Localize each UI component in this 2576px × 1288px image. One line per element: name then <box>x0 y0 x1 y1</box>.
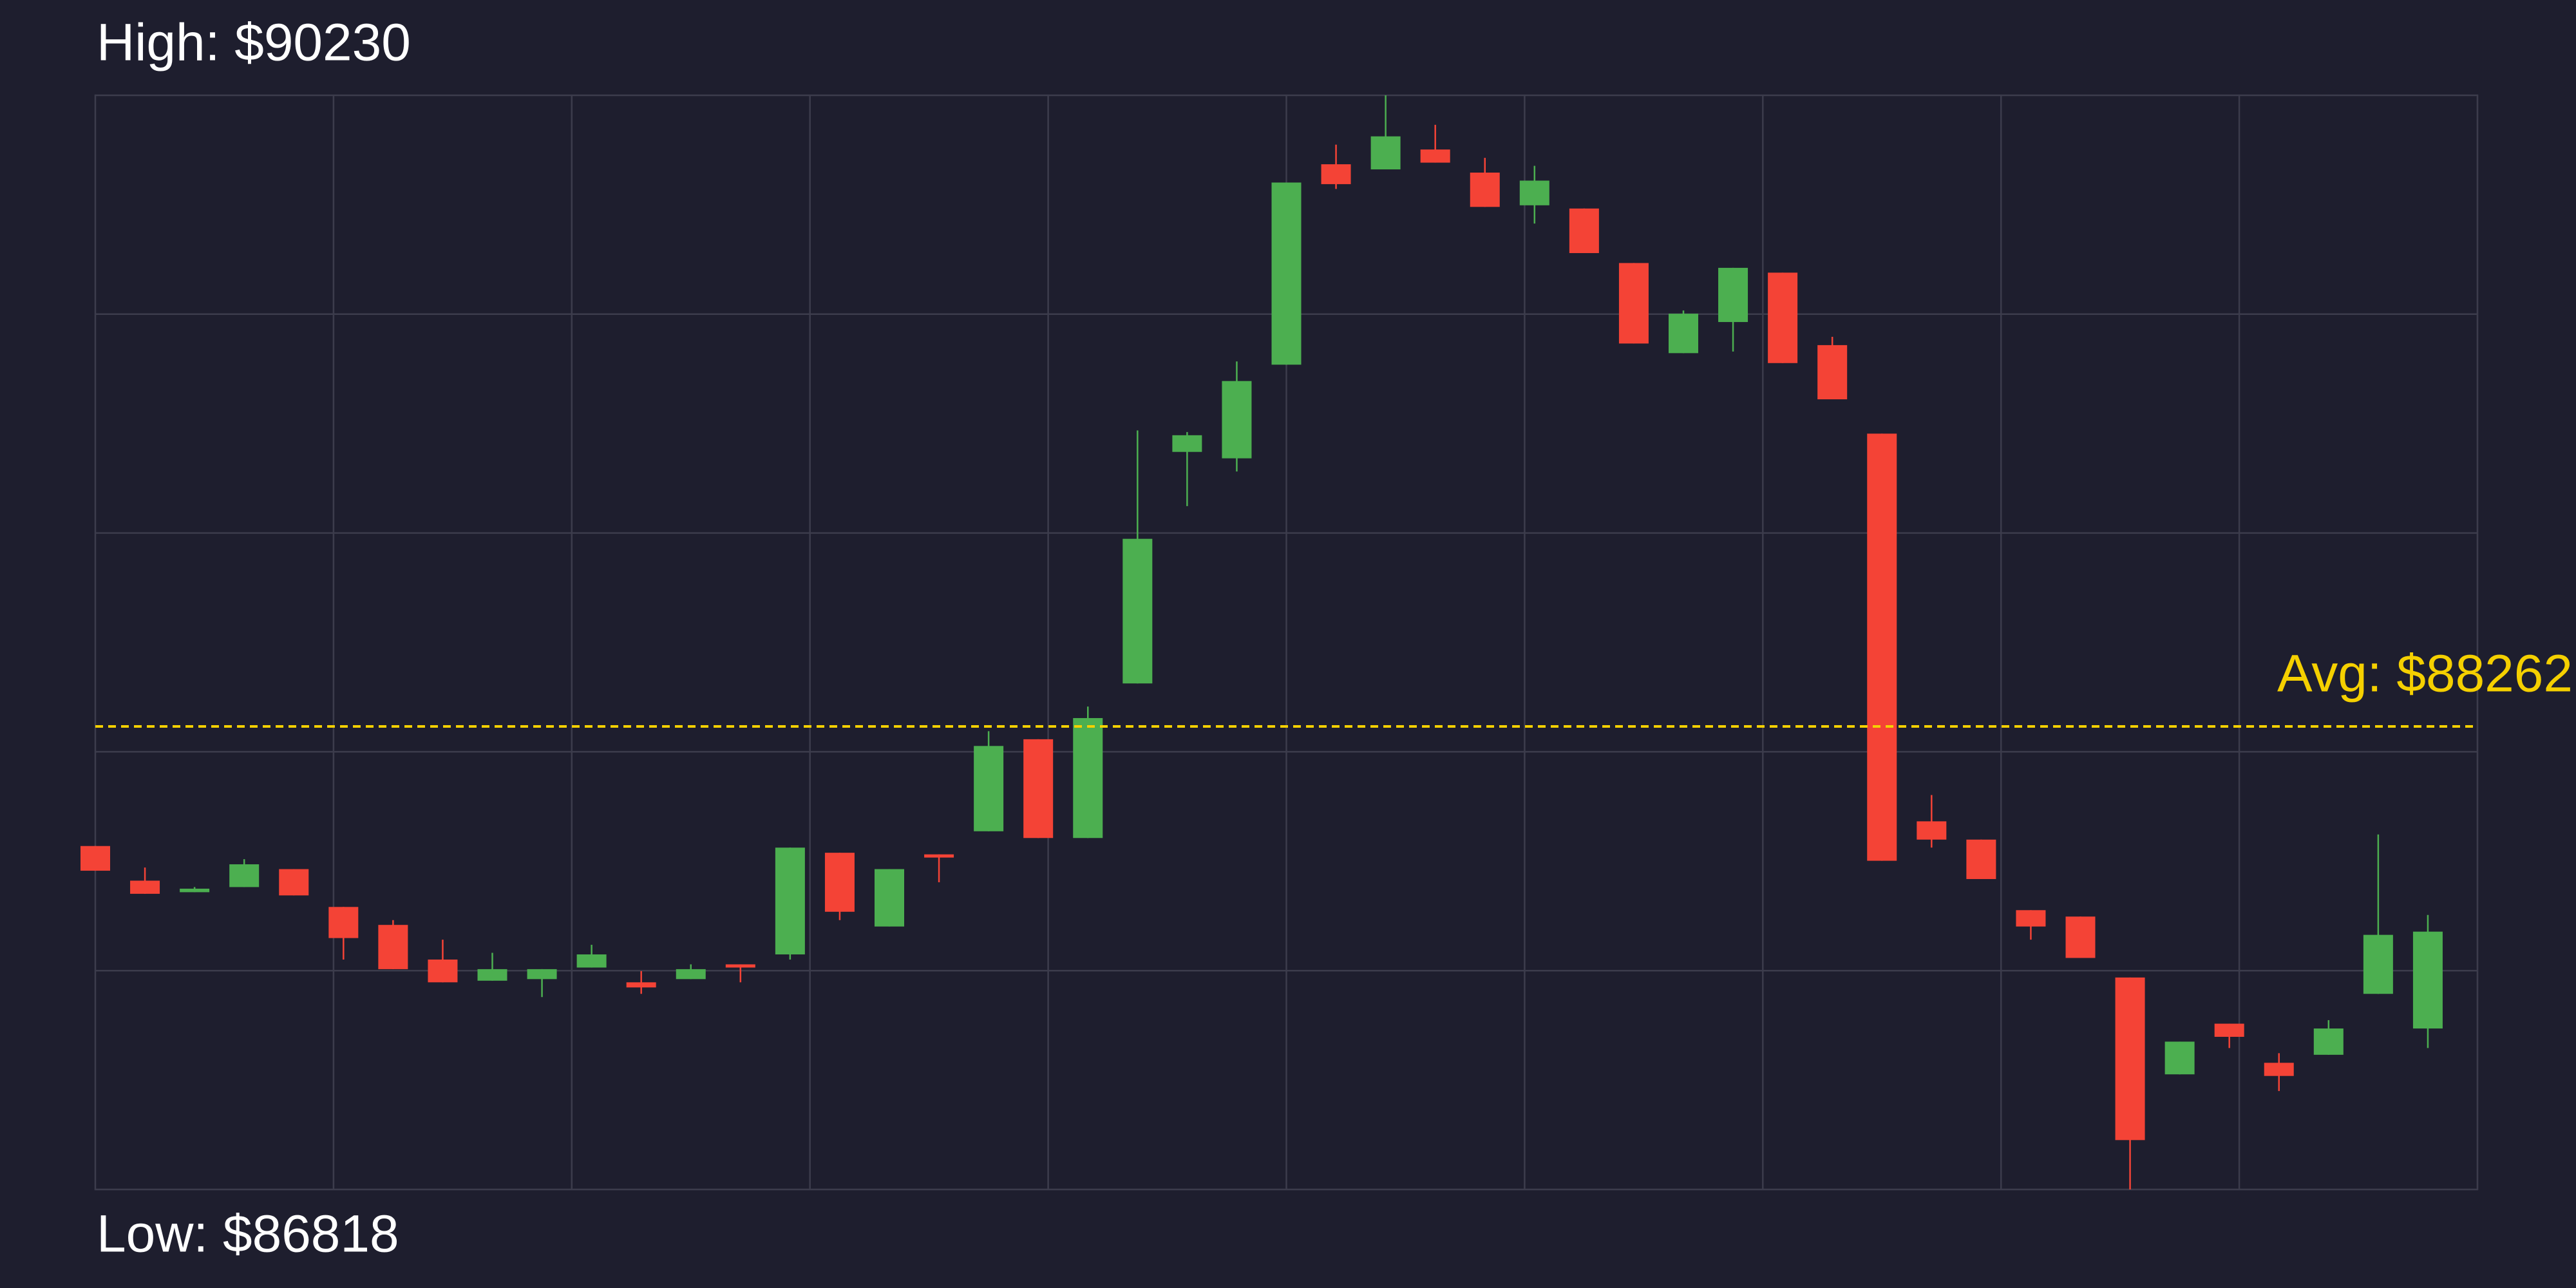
candle-body <box>80 846 110 871</box>
candle-body <box>428 959 458 983</box>
candle-body <box>2065 916 2096 958</box>
low-label: Low: $86818 <box>97 1205 399 1264</box>
candle-body <box>924 854 954 858</box>
candle-body <box>1420 149 1450 163</box>
candle-body <box>527 969 557 980</box>
candle-body <box>2214 1023 2244 1037</box>
candle-body <box>1867 433 1897 861</box>
candle-body <box>229 864 260 887</box>
candle-body <box>2313 1028 2344 1055</box>
candle-body <box>1618 263 1649 344</box>
candle-body <box>477 969 507 981</box>
candles <box>80 95 2473 1189</box>
candle-body <box>1569 208 1599 253</box>
candle-body <box>875 869 904 927</box>
candle-body <box>378 925 408 969</box>
candle-body <box>1966 839 1996 879</box>
candle-body <box>1271 182 1302 365</box>
candle-body <box>1470 173 1500 207</box>
candle-body <box>2412 931 2443 1029</box>
candle-body <box>1222 381 1252 459</box>
candle-body <box>180 888 210 893</box>
candle-body <box>2363 934 2393 994</box>
candle-body <box>1768 272 1798 363</box>
candle-body <box>1917 821 1947 840</box>
candle-body <box>1321 164 1351 184</box>
candle-body <box>1817 345 1848 400</box>
candle-body <box>2115 977 2145 1141</box>
high-label: High: $90230 <box>97 14 411 72</box>
candle-body <box>279 869 309 896</box>
candle-body <box>328 907 359 938</box>
candle-body <box>1519 180 1549 205</box>
candle-body <box>1122 538 1153 684</box>
candle-body <box>1718 267 1748 323</box>
candle-body <box>130 880 160 894</box>
candle-body <box>1073 718 1103 838</box>
candle-body <box>676 969 706 980</box>
candle-body <box>974 746 1004 831</box>
candle-body <box>1370 136 1401 170</box>
candle-body <box>1023 739 1054 838</box>
avg-label: Avg: $88262 <box>2277 645 2573 703</box>
candle-body <box>1172 435 1202 452</box>
candle-body <box>2264 1063 2294 1076</box>
candle-body <box>725 964 755 968</box>
candle-body <box>2164 1041 2195 1075</box>
candle-body <box>775 848 805 955</box>
candle-body <box>824 853 855 912</box>
candle-body <box>1669 314 1698 354</box>
candle-body <box>576 954 607 968</box>
candle-body <box>2016 910 2046 927</box>
candle-body <box>626 982 656 988</box>
